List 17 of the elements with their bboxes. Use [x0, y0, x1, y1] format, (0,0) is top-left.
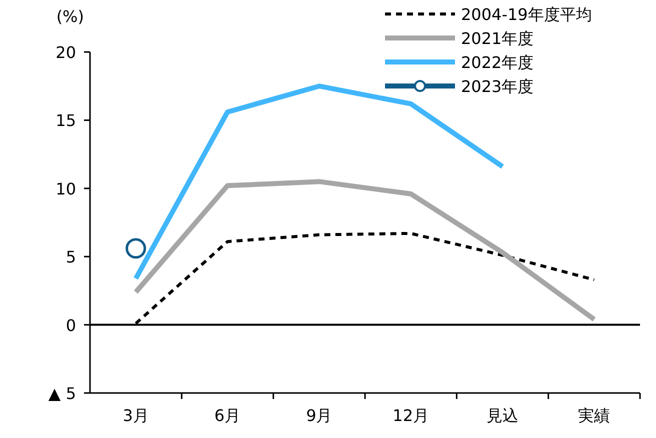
x-tick-label: 見込: [486, 406, 518, 425]
y-tick-label: 15: [56, 111, 76, 130]
x-tick-label: 3月: [122, 406, 149, 425]
y-tick-label: ▲ 5: [48, 384, 76, 403]
legend-label: 2022年度: [461, 53, 534, 72]
x-tick-label: 12月: [392, 406, 430, 425]
legend-label: 2021年度: [461, 29, 534, 48]
y-tick-label: 0: [66, 316, 76, 335]
y-tick-label: 20: [56, 43, 76, 62]
legend-label: 2004-19年度平均: [461, 5, 592, 24]
x-tick-label: 実績: [578, 406, 610, 425]
x-tick-label: 9月: [306, 406, 332, 425]
y-tick-label: 5: [66, 248, 76, 267]
legend-label: 2023年度: [461, 77, 534, 96]
x-tick-label: 6月: [214, 406, 241, 425]
y-axis-title: (%): [56, 7, 84, 26]
y-tick-label: 10: [56, 179, 76, 198]
